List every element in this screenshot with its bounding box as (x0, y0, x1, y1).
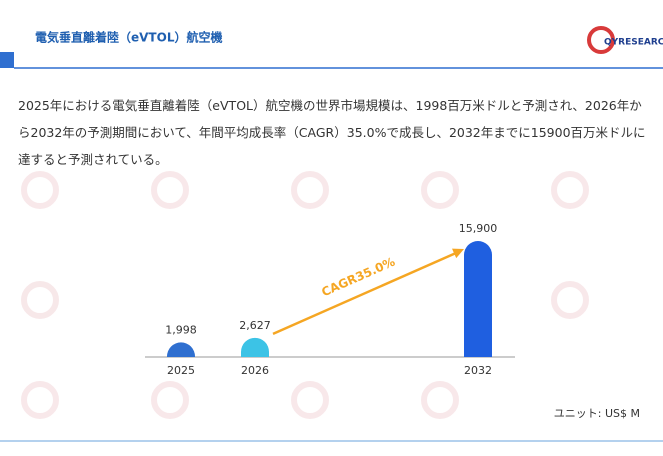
watermarks (21, 171, 589, 419)
value-label: 15,900 (459, 222, 498, 235)
bar (464, 241, 492, 357)
cagr-arrow (272, 251, 457, 335)
cagr-arrowhead (452, 248, 464, 259)
description: 2025年における電気垂直離着陸（eVTOL）航空機の世界市場規模は、1998百… (18, 98, 646, 167)
x-tick-label: 2025 (167, 364, 195, 377)
cagr-label: CAGR35.0% (319, 255, 397, 300)
header-accent (0, 52, 14, 68)
logo: QYRESEARCH (604, 38, 663, 48)
x-tick-label: 2026 (241, 364, 269, 377)
value-label: 1,998 (165, 323, 197, 336)
x-tick-label: 2032 (464, 364, 492, 377)
logo-icon (587, 26, 615, 54)
bar (167, 342, 195, 357)
bar (241, 337, 269, 357)
title: 電気垂直離着陸（eVTOL）航空機 (35, 30, 222, 45)
value-label: 2,627 (239, 319, 271, 332)
unit: ユニット: US$ M (554, 407, 640, 420)
